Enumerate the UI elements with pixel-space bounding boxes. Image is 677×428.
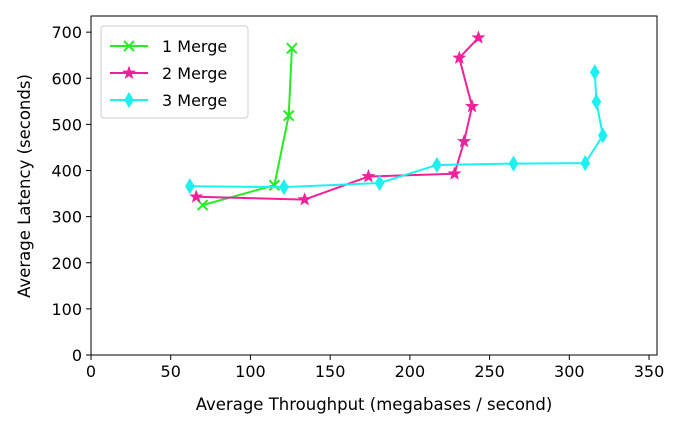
y-axis-ticks: 0 100 200 300 400 500 600 700	[51, 23, 91, 365]
data-point	[471, 30, 486, 44]
data-point	[268, 179, 281, 191]
series-3	[185, 64, 608, 196]
legend-label: 3 Merge	[162, 91, 227, 110]
data-point	[432, 156, 442, 174]
x-tick-label: 350	[634, 362, 665, 381]
data-point	[189, 189, 204, 203]
y-tick-label: 700	[51, 23, 82, 42]
data-point	[580, 155, 591, 172]
y-axis-label: Average Latency (seconds)	[15, 74, 34, 298]
legend-frame	[100, 25, 249, 119]
x-axis-label: Average Throughput (megabases / second)	[196, 395, 553, 414]
x-tick-label: 250	[474, 362, 505, 381]
legend-entry: 3 Merge	[110, 91, 227, 110]
data-point	[185, 178, 195, 195]
series-1	[196, 42, 298, 211]
data-point	[508, 155, 519, 172]
series-line	[196, 36, 480, 201]
legend: 1 Merge 2 Merge 3 Merge	[100, 25, 249, 119]
legend-label: 1 Merge	[162, 37, 227, 56]
x-tick-label: 200	[395, 362, 426, 381]
data-point	[597, 127, 608, 144]
data-point	[591, 93, 602, 110]
series-line	[202, 48, 293, 207]
series-layer	[185, 30, 608, 211]
data-point	[589, 64, 600, 81]
data-point	[286, 42, 298, 54]
plot-area-frame	[90, 15, 658, 356]
data-point	[279, 179, 289, 196]
data-point	[297, 192, 312, 206]
y-tick-label: 600	[51, 69, 82, 88]
y-tick-label: 0	[72, 346, 82, 365]
data-point	[374, 174, 385, 192]
x-tick-label: 50	[161, 362, 181, 381]
legend-label: 2 Merge	[162, 64, 227, 83]
data-point	[465, 99, 480, 113]
x-tick-label: 150	[315, 362, 346, 381]
x-axis-ticks: 0 50 100 150 200 250 300 350	[86, 355, 664, 381]
legend-entry: 2 Merge	[110, 64, 227, 83]
y-tick-label: 100	[51, 300, 82, 319]
legend-entry: 1 Merge	[110, 37, 227, 56]
y-tick-label: 200	[51, 254, 82, 273]
series-line	[189, 72, 604, 189]
series-2	[189, 30, 486, 206]
legend-marker	[121, 65, 137, 79]
y-tick-label: 500	[51, 115, 82, 134]
y-tick-label: 300	[51, 208, 82, 227]
data-point	[452, 50, 467, 64]
data-point	[447, 166, 462, 180]
x-tick-label: 100	[235, 362, 266, 381]
legend-marker	[123, 40, 135, 52]
x-tick-label: 0	[86, 362, 96, 381]
legend-marker	[124, 91, 134, 109]
data-point	[361, 169, 376, 183]
data-point	[457, 134, 472, 148]
y-tick-label: 400	[51, 162, 82, 181]
data-point	[282, 109, 295, 122]
x-tick-label: 300	[554, 362, 585, 381]
